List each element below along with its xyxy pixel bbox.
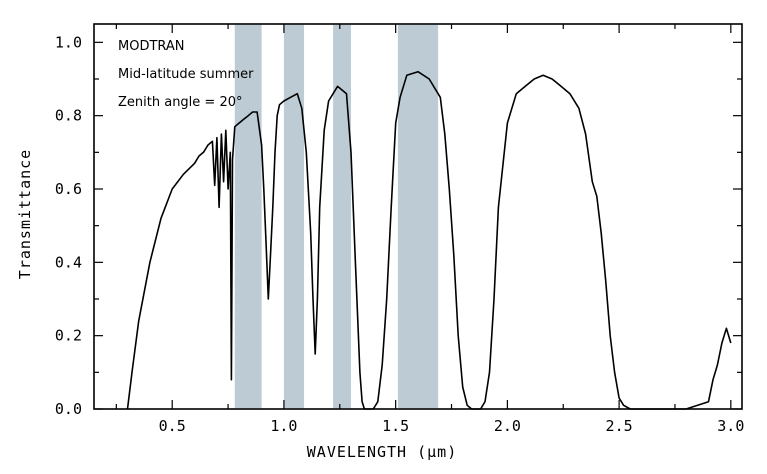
- x-tick-label: 0.5: [159, 417, 186, 435]
- series-line-1: [126, 70, 732, 410]
- x-tick-label: 2.5: [606, 417, 633, 435]
- y-tick-labels: 0.0 0.2 0.4 0.6 0.8 1.0: [55, 33, 82, 418]
- y-axis-title: Transmittance: [16, 149, 34, 279]
- series-group: [126, 70, 732, 410]
- shaded-band-1: [234, 24, 262, 409]
- annotation-model: MODTRAN: [118, 39, 185, 54]
- plot-frame: [93, 23, 743, 410]
- y-tick-label: 0.8: [55, 107, 82, 125]
- y-tick-label: 1.0: [55, 33, 82, 51]
- y-tick-label: 0.6: [55, 180, 82, 198]
- y-tick-label: 0.0: [55, 400, 82, 418]
- y-tick-label: 0.4: [55, 253, 82, 271]
- x-axis-title: WAVELENGTH (µm): [307, 443, 457, 461]
- x-tick-label: 1.0: [270, 417, 297, 435]
- shaded-band-3: [333, 24, 351, 409]
- x-tick-label: 2.0: [494, 417, 521, 435]
- annotation-zenith: Zenith angle = 20°: [118, 95, 243, 110]
- shaded-band-4: [397, 24, 439, 409]
- shaded-band-2: [283, 24, 305, 409]
- annotation-profile: Mid-latitude summer: [118, 67, 254, 82]
- y-tick-label: 0.2: [55, 327, 82, 345]
- axis-ticks: [94, 24, 742, 410]
- shaded-bands: [234, 24, 439, 409]
- x-tick-label: 3.0: [717, 417, 744, 435]
- x-tick-label: 1.5: [382, 417, 409, 435]
- x-tick-labels: 0.5 1.0 1.5 2.0 2.5 3.0: [159, 417, 745, 435]
